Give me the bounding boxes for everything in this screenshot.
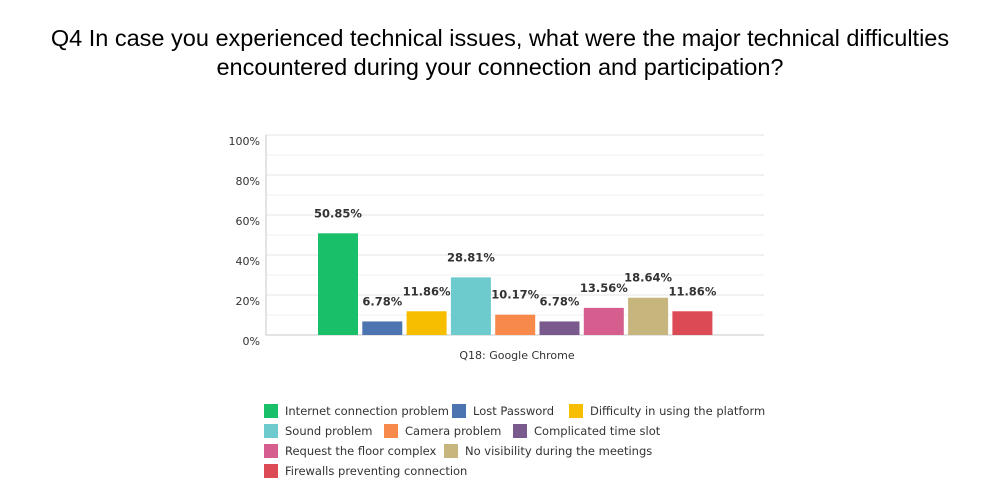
bar-chart: 0%20%40%60%80%100%50.85%6.78%11.86%28.81…	[229, 134, 764, 362]
chart-title: Q4 In case you experienced technical iss…	[0, 24, 1000, 82]
legend-item: Complicated time slot	[513, 423, 660, 439]
legend-swatch	[264, 404, 278, 418]
legend-label: Sound problem	[285, 424, 373, 438]
legend-label: Complicated time slot	[534, 424, 661, 438]
legend-item: Internet connection problem	[264, 403, 449, 419]
legend-swatch	[384, 424, 398, 438]
legend-item: Camera problem	[384, 423, 501, 439]
legend-swatch	[264, 464, 278, 478]
data-label: 13.56%	[580, 281, 628, 295]
bar	[406, 311, 447, 335]
x-category-label: Q18: Google Chrome	[459, 349, 575, 362]
legend-item: Lost Password	[452, 403, 554, 419]
legend-label: Request the floor complex	[285, 444, 437, 458]
legend-item: No visibility during the meetings	[444, 443, 652, 459]
y-tick-label: 60%	[236, 215, 260, 228]
data-label: 10.17%	[491, 288, 539, 302]
bar	[672, 311, 713, 335]
legend-swatch	[444, 444, 458, 458]
y-tick-label: 20%	[236, 295, 260, 308]
bar	[583, 307, 624, 335]
data-label: 6.78%	[540, 294, 580, 308]
bar	[362, 321, 403, 335]
legend-item: Firewalls preventing connection	[264, 463, 467, 479]
bar	[628, 297, 669, 335]
bar	[450, 277, 491, 335]
legend-item: Sound problem	[264, 423, 372, 439]
data-label: 11.86%	[668, 284, 716, 298]
data-label: 50.85%	[314, 206, 362, 220]
legend-swatch	[264, 444, 278, 458]
bar	[318, 233, 358, 335]
legend-swatch	[513, 424, 527, 438]
legend-label: No visibility during the meetings	[465, 444, 653, 458]
legend-swatch	[264, 424, 278, 438]
data-label: 11.86%	[403, 284, 451, 298]
legend-label: Camera problem	[405, 424, 502, 438]
data-label: 28.81%	[447, 250, 495, 264]
y-tick-label: 100%	[229, 135, 260, 148]
bar	[495, 314, 536, 335]
data-label: 6.78%	[362, 294, 402, 308]
data-label: 18.64%	[624, 271, 672, 285]
legend-label: Firewalls preventing connection	[285, 464, 468, 478]
legend-item: Request the floor complex	[264, 443, 436, 459]
chart-title-line-2: encountered during your connection and p…	[216, 54, 784, 80]
chart-title-line-1: Q4 In case you experienced technical iss…	[50, 25, 950, 51]
legend-label: Lost Password	[473, 404, 555, 418]
legend-label: Internet connection problem	[285, 404, 449, 418]
y-tick-label: 0%	[243, 335, 260, 348]
legend-swatch	[569, 404, 583, 418]
bar	[539, 321, 580, 335]
legend-label: Difficulty in using the platform	[590, 404, 766, 418]
legend-swatch	[452, 404, 466, 418]
legend-item: Difficulty in using the platform	[569, 403, 765, 419]
y-tick-label: 40%	[236, 255, 260, 268]
y-tick-label: 80%	[236, 175, 260, 188]
